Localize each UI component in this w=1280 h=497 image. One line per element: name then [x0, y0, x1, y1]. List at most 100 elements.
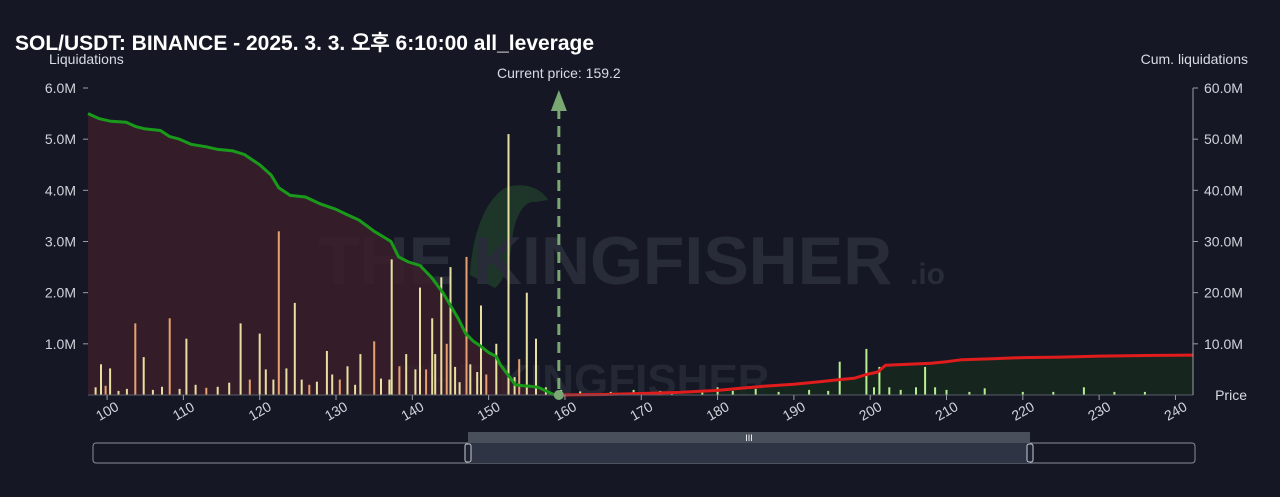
long-liquidation-bar [354, 384, 357, 395]
x-tick-label: 190 [780, 398, 808, 424]
short-liquidation-bar [924, 366, 927, 395]
short-liquidation-bar [1143, 391, 1146, 395]
short-liquidation-bar [945, 389, 948, 395]
x-tick-label: 230 [1085, 398, 1113, 424]
long-liquidation-bar [216, 386, 219, 395]
right-tick-label: 60.0M [1204, 80, 1243, 96]
long-liquidation-bar [272, 379, 275, 395]
left-tick-label: 5.0M [45, 131, 76, 147]
range-slider-right-handle[interactable] [1026, 443, 1034, 463]
x-tick-label: 110 [170, 398, 198, 423]
long-liquidation-bar [178, 388, 181, 395]
range-slider-window[interactable] [468, 443, 1030, 463]
short-liquidation-bar [899, 389, 902, 395]
long-liquidation-bar [228, 382, 231, 395]
short-liquidation-bar [731, 390, 734, 395]
long-liquidation-bar [104, 385, 107, 395]
x-axis-ticks: 100 110 120 130 140 150 160 170 180 190 200 210 220 2… [93, 395, 1190, 424]
left-tick-label: 1.0M [45, 336, 76, 352]
long-liquidation-bar [445, 343, 448, 395]
right-tick-label: 20.0M [1204, 285, 1243, 301]
long-liquidation-bar [315, 381, 318, 395]
x-axis-label: Price [1215, 387, 1247, 403]
watermark-suffix: .io [910, 258, 945, 291]
long-liquidation-bar [469, 364, 472, 395]
long-liquidation-bar [109, 368, 112, 395]
long-liquidation-bar [239, 323, 242, 395]
long-liquidation-bar [346, 366, 349, 395]
range-slider-left-handle[interactable] [464, 443, 472, 463]
right-axis-ticks: 10.0M 20.0M 30.0M 40.0M 50.0M 60.0M [1193, 80, 1243, 352]
short-cumulative-area [558, 355, 1193, 395]
long-liquidation-bar [359, 354, 362, 395]
short-liquidation-bar [754, 388, 757, 395]
right-tick-label: 50.0M [1204, 131, 1243, 147]
long-liquidation-bar [205, 387, 208, 395]
x-tick-label: 120 [246, 398, 274, 424]
current-price-marker: Current price: 159.2 [497, 65, 621, 400]
long-liquidation-bar [248, 379, 251, 395]
x-tick-label: 210 [932, 398, 960, 424]
long-liquidation-bar [465, 256, 468, 395]
short-liquidation-bar [827, 390, 830, 395]
long-liquidation-bar [476, 372, 479, 395]
watermark: THE KINGFISHER .io THE KINGFISHER [318, 185, 945, 405]
left-axis-ticks: 1.0M 2.0M 3.0M 4.0M 5.0M 6.0M [45, 80, 88, 352]
long-liquidation-bar [277, 231, 280, 395]
short-liquidation-bar [915, 387, 917, 395]
short-liquidation-bar [865, 348, 868, 395]
range-slider[interactable]: III [92, 432, 1196, 464]
long-liquidation-bar [440, 277, 443, 395]
current-price-dot [553, 390, 564, 400]
long-liquidation-bar [434, 354, 437, 395]
short-liquidation-bar [983, 388, 986, 395]
long-liquidation-bar [285, 368, 288, 395]
chart-title: SOL/USDT: BINANCE - 2025. 3. 3. 오후 6:10:… [15, 32, 595, 55]
short-liquidation-bar [878, 366, 881, 395]
right-tick-label: 40.0M [1204, 182, 1243, 198]
long-cumulative-line [87, 112, 559, 397]
long-liquidation-bar [185, 338, 188, 395]
left-tick-label: 4.0M [45, 182, 76, 198]
long-liquidation-bar [390, 259, 393, 395]
long-liquidation-bar [100, 364, 102, 395]
long-liquidation-bar [300, 379, 303, 395]
long-liquidation-bar [194, 384, 197, 395]
range-slider-grip-icon: III [745, 433, 753, 443]
long-liquidation-bar [168, 318, 171, 396]
long-liquidation-bar [398, 366, 401, 395]
long-liquidation-bar [373, 341, 376, 395]
long-liquidation-bar [308, 384, 311, 395]
long-liquidation-bar [388, 379, 391, 395]
long-liquidation-bar [454, 366, 457, 395]
current-price-label: Current price: 159.2 [497, 65, 621, 81]
long-liquidation-bar [142, 357, 145, 395]
liquidation-bars [94, 134, 1146, 396]
long-liquidation-bar [325, 351, 328, 395]
long-liquidation-bar [117, 390, 120, 395]
long-liquidation-bar [151, 389, 154, 395]
right-axis-label: Cum. liquidations [1141, 51, 1248, 67]
long-liquidation-bar [507, 134, 510, 395]
long-liquidation-bar [458, 382, 461, 395]
x-tick-label: 130 [322, 398, 350, 424]
long-liquidation-bar [134, 323, 137, 395]
long-liquidation-bar [525, 292, 528, 395]
long-liquidation-bar [495, 343, 498, 395]
long-liquidation-bar [449, 267, 452, 395]
short-liquidation-bar [873, 387, 875, 395]
short-cumulative-line [558, 353, 1194, 397]
left-axis-label: Liquidations [49, 51, 124, 67]
x-tick-label: 240 [1161, 398, 1189, 424]
long-liquidation-bar [405, 354, 408, 395]
long-liquidation-bar [431, 318, 434, 396]
short-liquidation-bar [888, 387, 891, 395]
left-tick-label: 2.0M [45, 285, 76, 301]
x-tick-label: 200 [856, 398, 884, 424]
long-liquidation-bar [338, 379, 341, 395]
range-slider-grip[interactable] [468, 432, 1030, 443]
current-price-arrow [550, 90, 567, 111]
left-tick-label: 3.0M [45, 234, 76, 250]
long-liquidation-bar [264, 369, 267, 395]
